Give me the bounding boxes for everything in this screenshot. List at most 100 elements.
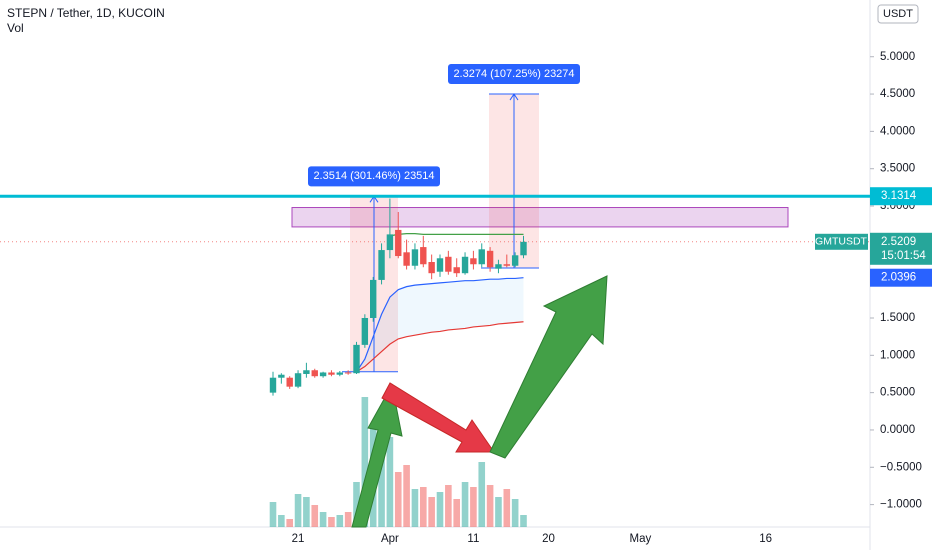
candle-body xyxy=(520,241,527,256)
y-tick-label: 4.5000 xyxy=(880,88,915,100)
measure-label: 2.3514 (301.46%) 23514 xyxy=(313,170,434,182)
y-tick-label: 1.5000 xyxy=(880,312,915,324)
candle-body xyxy=(361,317,369,345)
x-tick-label: 20 xyxy=(542,533,555,545)
currency: USDT xyxy=(883,8,913,20)
measure-label: 2.3274 (107.25%) 23274 xyxy=(453,68,574,80)
candle-body xyxy=(486,250,494,268)
chart-title: STEPN / Tether, 1D, KUCOIN xyxy=(7,6,165,20)
candle-body xyxy=(370,279,377,318)
ma-line xyxy=(355,277,524,373)
volume-bar xyxy=(394,472,402,527)
volume-bar xyxy=(520,515,527,527)
candle-body xyxy=(470,258,477,265)
chart-subtitle: Vol xyxy=(7,21,24,35)
candle-body xyxy=(495,264,502,269)
candle-body xyxy=(278,374,285,378)
candle-body xyxy=(328,372,335,375)
y-tick-label: 0.0000 xyxy=(880,424,915,436)
volume-bar xyxy=(294,494,302,527)
x-tick-label: May xyxy=(630,533,652,545)
candle-body xyxy=(478,249,485,265)
measure-box xyxy=(448,64,580,85)
candle-body xyxy=(269,377,277,393)
y-tick-label: 5.0000 xyxy=(880,51,915,63)
y-tick-label: 4.0000 xyxy=(880,125,915,137)
candle-body xyxy=(311,370,318,377)
volume-bar xyxy=(336,515,344,527)
candle-body xyxy=(436,258,444,272)
candle-body xyxy=(503,264,510,266)
candle-body xyxy=(286,377,293,387)
y-tick-label: 3.5000 xyxy=(880,163,915,175)
volume-bar xyxy=(328,517,335,527)
y-tick-label: 0.5000 xyxy=(880,387,915,399)
volume-bar xyxy=(445,485,452,527)
level-label: 3.1314 xyxy=(881,190,917,202)
volume-bar xyxy=(303,497,310,527)
candle-body xyxy=(428,262,435,274)
volume-bar xyxy=(461,482,469,527)
currency-badge xyxy=(877,4,919,24)
volume-bar xyxy=(286,519,293,527)
y-tick-label: −1.0000 xyxy=(880,499,922,511)
volume-bar xyxy=(378,457,385,527)
candle-body xyxy=(294,373,302,387)
x-tick-label: 21 xyxy=(292,533,305,545)
volume-bar xyxy=(486,485,494,527)
volume-bar xyxy=(269,502,277,527)
ma-line xyxy=(389,233,524,237)
volume-bar xyxy=(411,489,419,527)
candle-body xyxy=(395,229,402,257)
candle-body xyxy=(453,267,460,274)
x-tick-label: Apr xyxy=(381,533,399,545)
symbol-label: GMTUSDT xyxy=(815,236,867,248)
y-tick-label: 1.0000 xyxy=(880,349,915,361)
volume-bar xyxy=(403,465,410,527)
volume-bar xyxy=(278,515,285,527)
level-label-bg xyxy=(870,187,932,206)
ma-label: 2.0396 xyxy=(881,272,916,284)
ma-label-bg xyxy=(870,268,932,287)
volume-bar xyxy=(478,462,486,527)
candle-body xyxy=(353,344,360,374)
volume-bar xyxy=(495,497,502,527)
candle-body xyxy=(461,256,469,274)
symbol-badge xyxy=(815,233,868,250)
volume-bar xyxy=(311,505,319,527)
volume-bar xyxy=(511,499,519,527)
ma-line xyxy=(356,321,524,373)
volume-bar xyxy=(361,397,369,527)
measure-arrowhead xyxy=(509,93,519,101)
measure-box xyxy=(308,166,440,187)
volume-bar xyxy=(344,512,352,527)
last-price-bg xyxy=(870,232,932,265)
x-tick-label: 16 xyxy=(759,533,772,545)
candle-body xyxy=(303,370,310,374)
volume-bar xyxy=(436,492,444,527)
volume-bar xyxy=(353,482,360,527)
candle-body xyxy=(386,234,394,251)
candle-body xyxy=(344,372,352,374)
red-arrow xyxy=(381,382,495,453)
candle-body xyxy=(411,249,419,266)
y-tick-label: −0.5000 xyxy=(880,461,922,473)
volume-bar xyxy=(470,487,477,527)
volume-bar xyxy=(453,499,460,527)
candle-body xyxy=(511,255,519,266)
zone xyxy=(291,207,789,228)
green-arrow xyxy=(351,383,403,528)
candle-body xyxy=(420,247,427,265)
candle-body xyxy=(403,252,410,266)
candle-body xyxy=(319,372,327,377)
last-price-label: 2.5209 xyxy=(881,236,916,248)
candle-body xyxy=(445,256,452,272)
volume-bar xyxy=(386,437,394,527)
ma-band xyxy=(356,277,524,372)
volume-bar xyxy=(503,489,511,527)
volume-bar xyxy=(420,487,427,527)
countdown: 15:01:54 xyxy=(881,250,926,262)
volume-bar xyxy=(428,497,435,527)
x-tick-label: 11 xyxy=(467,533,479,545)
